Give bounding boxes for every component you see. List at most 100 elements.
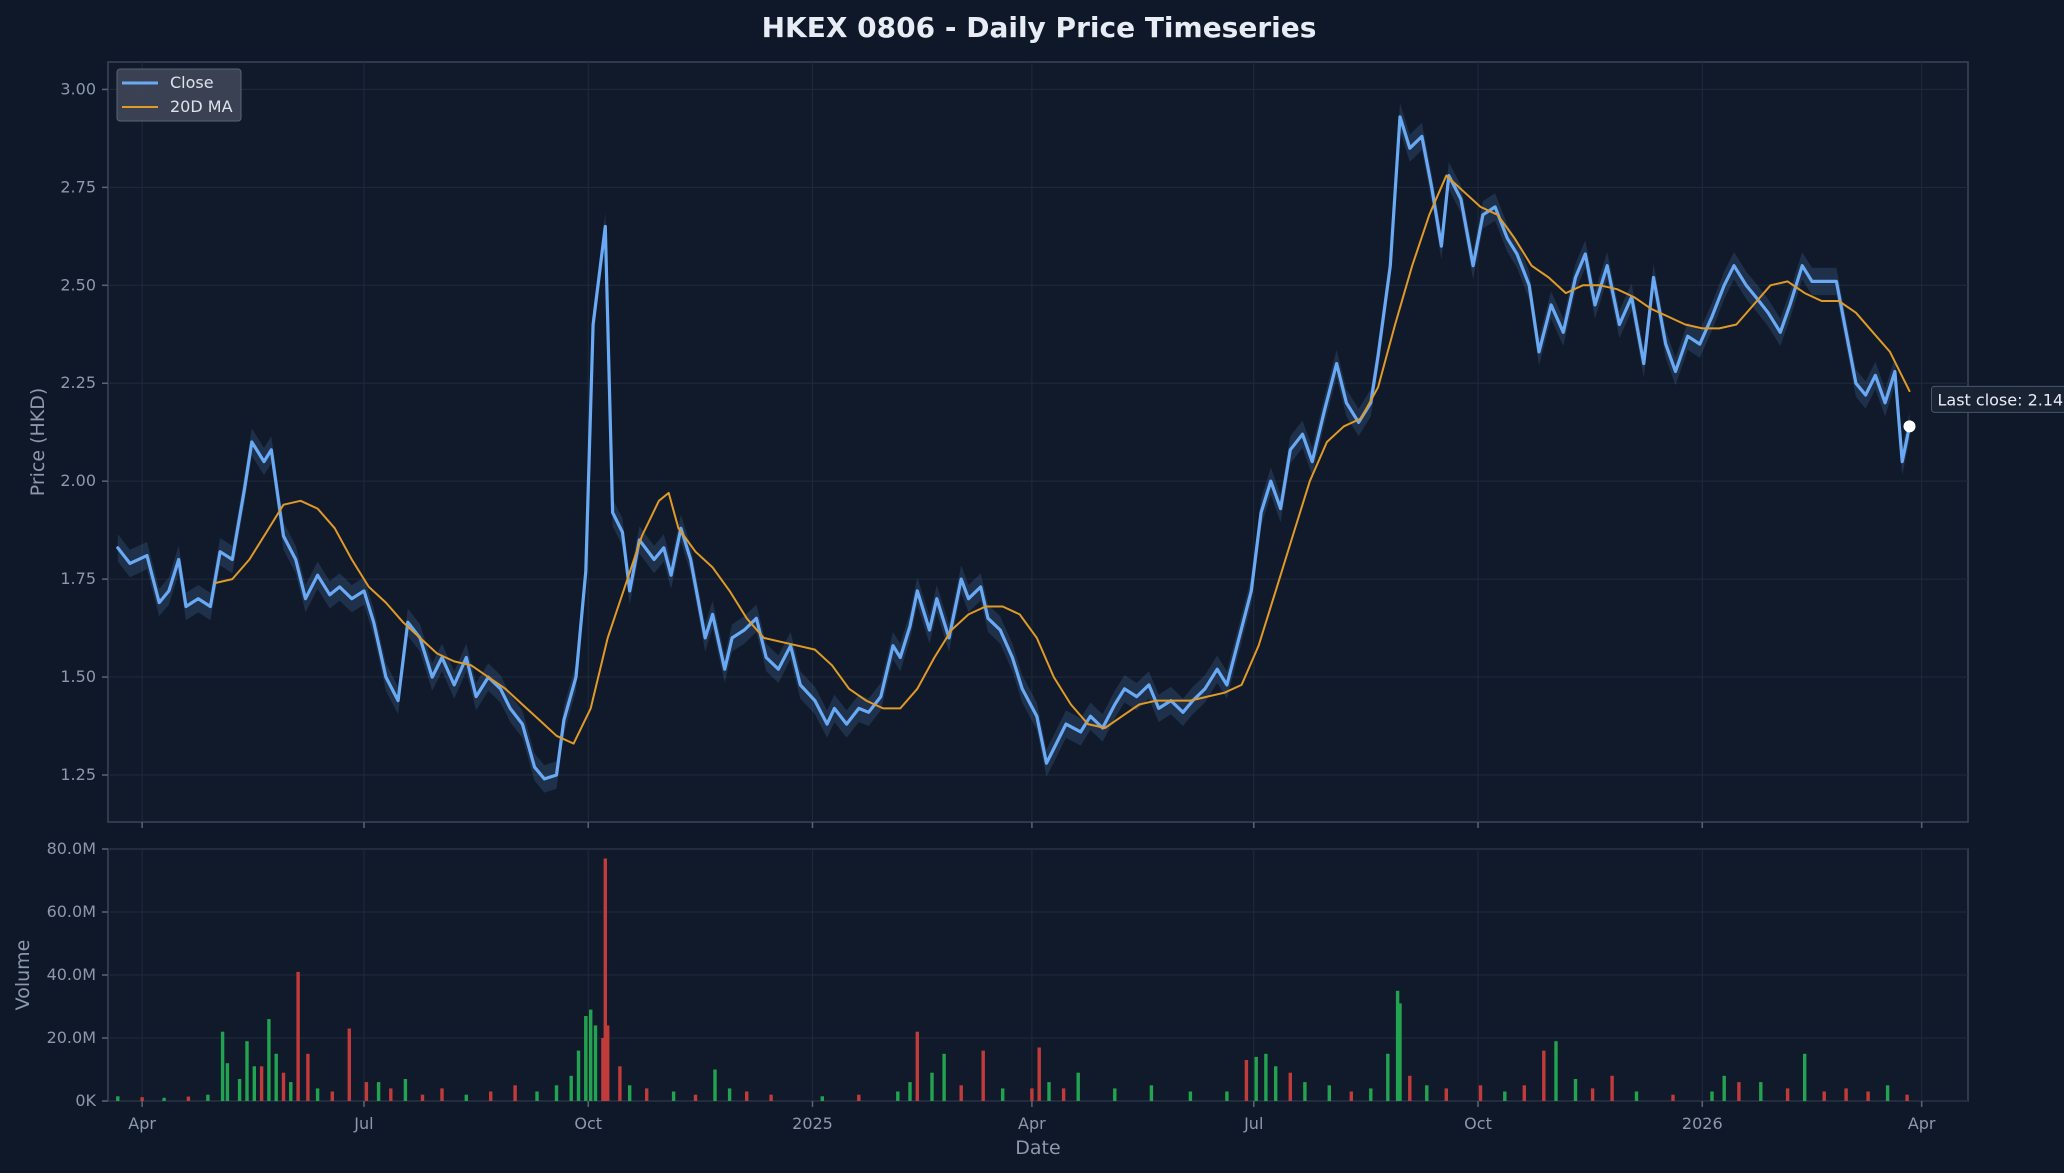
volume-bar-71 <box>1288 1072 1292 1101</box>
volume-bar-66 <box>1225 1091 1229 1101</box>
volume-bar-38 <box>606 1025 610 1101</box>
date-tick-label-4: Apr <box>1018 1114 1046 1133</box>
volume-bar-74 <box>1349 1091 1353 1101</box>
volume-bar-81 <box>1444 1088 1448 1101</box>
date-tick-label-6: Oct <box>1464 1114 1492 1133</box>
volume-bar-34 <box>589 1009 593 1101</box>
volume-bar-12 <box>274 1053 278 1102</box>
volume-bar-63 <box>1113 1088 1117 1101</box>
volume-bar-61 <box>1061 1088 1066 1101</box>
last-close-marker <box>1903 420 1916 433</box>
price-tick-label-5: 2.50 <box>60 275 96 294</box>
volume-bar-93 <box>1722 1075 1726 1101</box>
volume-bar-30 <box>554 1085 559 1102</box>
volume-bar-7 <box>237 1079 242 1101</box>
volume-bar-91 <box>1671 1094 1675 1101</box>
date-tick-label-8: Apr <box>1908 1114 1936 1133</box>
volume-bar-18 <box>330 1091 334 1101</box>
volume-bar-32 <box>576 1050 581 1101</box>
volume-bar-8 <box>245 1041 249 1101</box>
volume-bar-76 <box>1386 1053 1390 1102</box>
volume-bar-2 <box>162 1097 166 1101</box>
volume-bar-40 <box>628 1085 632 1102</box>
date-tick-label-7: 2026 <box>1682 1114 1723 1133</box>
volume-bar-65 <box>1188 1091 1193 1101</box>
volume-bar-54 <box>942 1053 946 1102</box>
volume-bar-41 <box>645 1088 649 1101</box>
volume-bar-29 <box>535 1091 539 1101</box>
legend: Close 20D MA <box>116 68 242 122</box>
volume-bar-67 <box>1244 1060 1249 1101</box>
volume-bar-92 <box>1710 1091 1714 1101</box>
volume-bar-101 <box>1885 1085 1890 1102</box>
legend-label-ma: 20D MA <box>170 97 233 116</box>
volume-bars <box>116 858 1909 1102</box>
volume-bar-73 <box>1327 1085 1331 1102</box>
volume-bar-25 <box>440 1088 444 1101</box>
volume-bar-100 <box>1866 1091 1870 1101</box>
close-range-band-area <box>117 103 1910 793</box>
volume-bar-52 <box>915 1031 919 1101</box>
y-axis-label: Price (HKD) <box>27 388 49 497</box>
volume-bar-83 <box>1503 1091 1507 1101</box>
volume-bar-11 <box>267 1019 271 1101</box>
volume-bar-95 <box>1759 1082 1763 1101</box>
date-tick-label-2: Oct <box>574 1114 602 1133</box>
volume-bar-57 <box>1001 1088 1005 1101</box>
price-plot-area <box>107 61 1969 823</box>
volume-bar-39 <box>618 1066 622 1101</box>
volume-bar-14 <box>289 1082 293 1101</box>
volume-bar-16 <box>306 1053 310 1102</box>
price-x-tick-marks <box>141 822 1923 828</box>
volume-tick-label-0: 0K <box>75 1091 96 1110</box>
volume-bar-51 <box>908 1082 912 1101</box>
volume-bar-84 <box>1522 1085 1526 1102</box>
price-tick-label-3: 2.00 <box>60 471 96 490</box>
volume-bar-88 <box>1590 1088 1595 1101</box>
last-close-label-box <box>1930 385 2064 413</box>
volume-bar-64 <box>1149 1085 1154 1102</box>
volume-bar-78 <box>1398 1003 1402 1101</box>
volume-bar-58 <box>1030 1088 1034 1101</box>
close-range-band <box>117 103 1910 793</box>
volume-bar-62 <box>1076 1072 1080 1101</box>
volume-tick-label-2: 40.0M <box>47 965 96 984</box>
volume-bar-72 <box>1303 1082 1307 1101</box>
volume-bar-69 <box>1264 1053 1268 1102</box>
volume-bar-37 <box>603 858 607 1101</box>
volume-bar-87 <box>1573 1079 1578 1101</box>
volume-bar-77 <box>1395 990 1400 1102</box>
volume-bar-3 <box>186 1096 191 1101</box>
volume-bar-42 <box>671 1091 676 1101</box>
volume-tick-label-3: 60.0M <box>47 902 96 921</box>
volume-bar-48 <box>820 1096 824 1101</box>
volume-bar-80 <box>1425 1085 1429 1102</box>
volume-bar-28 <box>513 1085 517 1102</box>
price-tick-label-7: 3.00 <box>60 79 96 98</box>
volume-bar-55 <box>959 1085 963 1102</box>
volume-bar-1 <box>140 1097 144 1101</box>
volume-tick-label-4: 80.0M <box>47 839 96 858</box>
volume-bar-24 <box>420 1094 425 1101</box>
volume-bar-4 <box>206 1094 210 1101</box>
volume-bar-96 <box>1785 1088 1790 1101</box>
volume-bar-59 <box>1037 1047 1041 1101</box>
volume-bar-82 <box>1478 1085 1483 1102</box>
volume-bar-36 <box>601 1038 605 1101</box>
volume-bar-20 <box>364 1082 369 1101</box>
volume-bar-70 <box>1274 1066 1278 1101</box>
ma20-line <box>214 174 1911 745</box>
legend-label-close: Close <box>170 73 214 92</box>
date-tick-label-0: Apr <box>128 1114 156 1133</box>
volume-bar-89 <box>1610 1075 1614 1101</box>
volume-bar-50 <box>896 1091 900 1101</box>
date-tick-label-5: Jul <box>1243 1114 1263 1133</box>
volume-bar-10 <box>259 1066 264 1101</box>
volume-bar-27 <box>489 1091 493 1101</box>
volume-bar-94 <box>1737 1082 1741 1101</box>
volume-bar-26 <box>464 1094 468 1101</box>
volume-axis-label: Volume <box>12 940 34 1011</box>
x-axis-label: Date <box>1015 1137 1060 1159</box>
volume-bar-46 <box>745 1091 749 1101</box>
